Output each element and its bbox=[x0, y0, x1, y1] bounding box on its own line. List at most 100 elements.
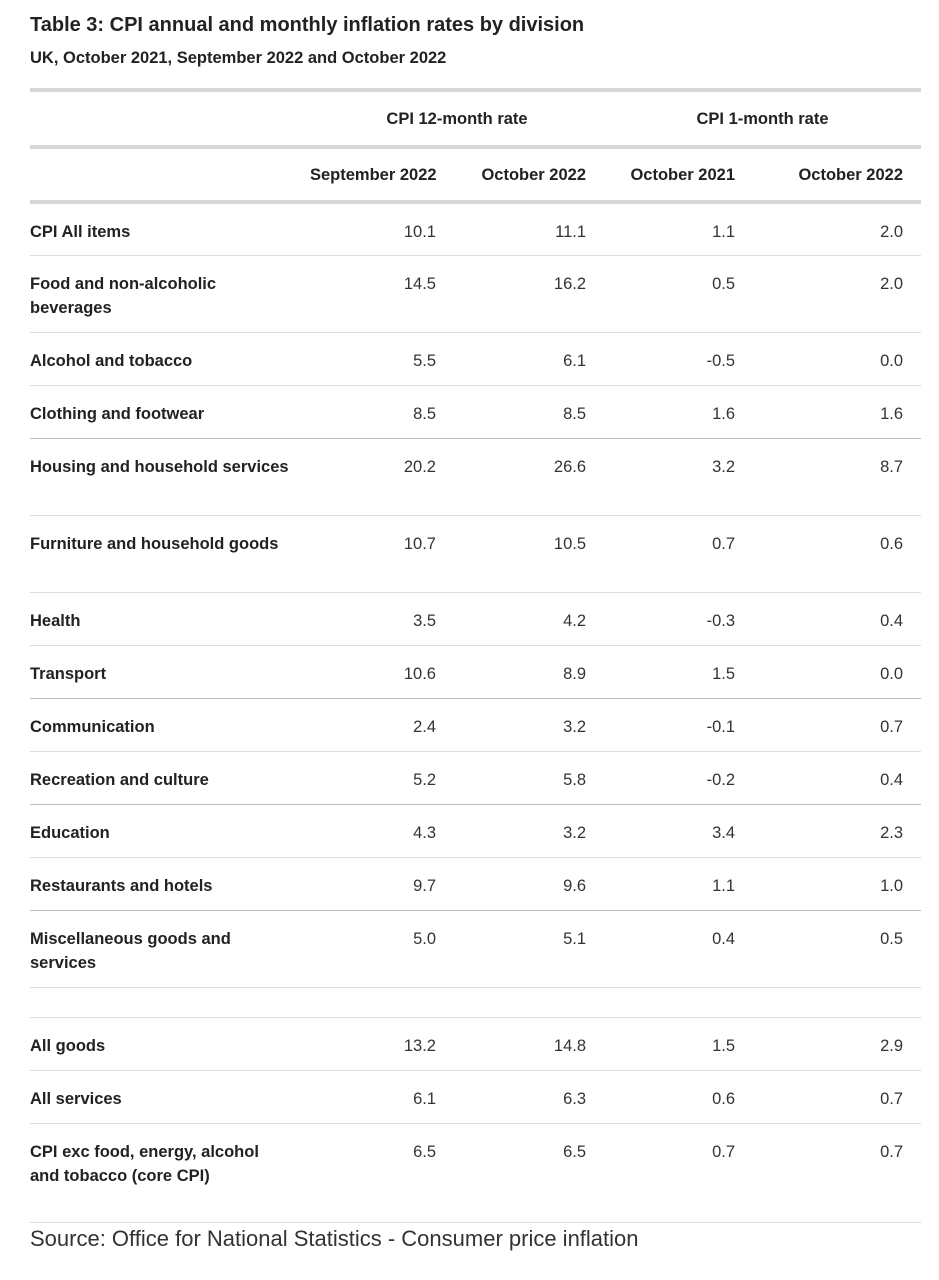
column-header: October 2022 bbox=[454, 145, 605, 204]
row-value: 10.1 bbox=[310, 202, 454, 256]
row-value: 9.6 bbox=[454, 857, 605, 911]
row-value: 16.2 bbox=[454, 255, 605, 333]
group-header-blank bbox=[30, 88, 310, 147]
cpi-table: CPI 12-month rate CPI 1-month rate Septe… bbox=[30, 88, 922, 1223]
table-row: CPI All items 10.1 11.1 1.1 2.0 bbox=[30, 202, 922, 256]
row-value: 11.1 bbox=[454, 202, 605, 256]
group-header-row: CPI 12-month rate CPI 1-month rate bbox=[30, 88, 922, 147]
group-header-annual: CPI 12-month rate bbox=[310, 88, 605, 147]
row-value: 0.7 bbox=[753, 1123, 922, 1223]
table-row: All services 6.1 6.3 0.6 0.7 bbox=[30, 1070, 922, 1124]
row-value: 0.7 bbox=[604, 1123, 754, 1223]
group-header-monthly: CPI 1-month rate bbox=[604, 88, 922, 147]
row-label: Restaurants and hotels bbox=[30, 857, 310, 911]
row-value: 1.5 bbox=[604, 645, 754, 699]
row-value: -0.1 bbox=[604, 698, 754, 752]
row-value: -0.5 bbox=[604, 332, 754, 386]
table-subtitle: UK, October 2021, September 2022 and Oct… bbox=[30, 49, 447, 67]
row-label: CPI exc food, energy, alcohol and tobacc… bbox=[30, 1123, 310, 1223]
row-value: 10.6 bbox=[310, 645, 454, 699]
column-header-blank bbox=[30, 145, 310, 204]
row-value: 0.7 bbox=[753, 1070, 922, 1124]
row-value: 5.8 bbox=[454, 751, 605, 805]
row-value: 3.2 bbox=[454, 804, 605, 858]
row-value: 5.2 bbox=[310, 751, 454, 805]
row-value: 14.8 bbox=[454, 1017, 605, 1071]
row-value: 1.6 bbox=[753, 385, 922, 439]
row-value: 0.7 bbox=[604, 515, 754, 593]
table-row: Transport 10.6 8.9 1.5 0.0 bbox=[30, 645, 922, 699]
row-value: 3.2 bbox=[604, 438, 754, 516]
spacer-row bbox=[30, 987, 922, 1018]
row-label: Clothing and footwear bbox=[30, 385, 310, 439]
row-label: Furniture and household goods bbox=[30, 515, 310, 593]
row-value: 8.9 bbox=[454, 645, 605, 699]
row-label: Food and non-alcoholic beverages bbox=[30, 255, 310, 333]
row-value: 8.5 bbox=[310, 385, 454, 439]
row-value: 10.5 bbox=[454, 515, 605, 593]
row-value: 3.2 bbox=[454, 698, 605, 752]
row-value: 4.2 bbox=[454, 592, 605, 646]
table-row: Restaurants and hotels 9.7 9.6 1.1 1.0 bbox=[30, 857, 922, 911]
row-label: All goods bbox=[30, 1017, 310, 1071]
row-value: 8.7 bbox=[753, 438, 922, 516]
row-label: Recreation and culture bbox=[30, 751, 310, 805]
row-value: 4.3 bbox=[310, 804, 454, 858]
table-row: Furniture and household goods 10.7 10.5 … bbox=[30, 515, 922, 593]
row-value: 5.1 bbox=[454, 910, 605, 988]
row-value: 0.5 bbox=[753, 910, 922, 988]
row-label: All services bbox=[30, 1070, 310, 1124]
row-label: Health bbox=[30, 592, 310, 646]
row-value: 6.1 bbox=[310, 1070, 454, 1124]
row-value: 6.3 bbox=[454, 1070, 605, 1124]
table-title: Table 3: CPI annual and monthly inflatio… bbox=[30, 14, 585, 36]
row-value: 2.4 bbox=[310, 698, 454, 752]
row-label: Miscellaneous goods and services bbox=[30, 910, 310, 988]
row-value: -0.3 bbox=[604, 592, 754, 646]
row-value: 2.0 bbox=[753, 255, 922, 333]
row-value: 0.4 bbox=[753, 751, 922, 805]
row-value: 13.2 bbox=[310, 1017, 454, 1071]
row-value: 0.0 bbox=[753, 332, 922, 386]
table-row: Clothing and footwear 8.5 8.5 1.6 1.6 bbox=[30, 385, 922, 439]
column-header-row: September 2022 October 2022 October 2021… bbox=[30, 145, 922, 204]
row-value: 0.4 bbox=[753, 592, 922, 646]
row-value: 14.5 bbox=[310, 255, 454, 333]
row-label: Transport bbox=[30, 645, 310, 699]
column-header: October 2021 bbox=[604, 145, 754, 204]
row-value: 1.1 bbox=[604, 202, 754, 256]
row-value: 0.5 bbox=[604, 255, 754, 333]
table-row: Miscellaneous goods and services 5.0 5.1… bbox=[30, 910, 922, 988]
row-value: 1.6 bbox=[604, 385, 754, 439]
row-value: 0.4 bbox=[604, 910, 754, 988]
row-value: 0.7 bbox=[753, 698, 922, 752]
source-note: Source: Office for National Statistics -… bbox=[30, 1226, 639, 1251]
table-row: Housing and household services 20.2 26.6… bbox=[30, 438, 922, 516]
row-value: 3.4 bbox=[604, 804, 754, 858]
table-row: Education 4.3 3.2 3.4 2.3 bbox=[30, 804, 922, 858]
column-header: October 2022 bbox=[753, 145, 922, 204]
row-value: 26.6 bbox=[454, 438, 605, 516]
table-row: Communication 2.4 3.2 -0.1 0.7 bbox=[30, 698, 922, 752]
table-row: Alcohol and tobacco 5.5 6.1 -0.5 0.0 bbox=[30, 332, 922, 386]
row-label: Education bbox=[30, 804, 310, 858]
row-value: 5.5 bbox=[310, 332, 454, 386]
column-header: September 2022 bbox=[310, 145, 454, 204]
row-value: 0.0 bbox=[753, 645, 922, 699]
row-value: 8.5 bbox=[454, 385, 605, 439]
row-value: 1.5 bbox=[604, 1017, 754, 1071]
row-value: 3.5 bbox=[310, 592, 454, 646]
row-value: 0.6 bbox=[753, 515, 922, 593]
row-value: 6.5 bbox=[454, 1123, 605, 1223]
row-value: 6.5 bbox=[310, 1123, 454, 1223]
row-value: 10.7 bbox=[310, 515, 454, 593]
row-label: Communication bbox=[30, 698, 310, 752]
row-value: 6.1 bbox=[454, 332, 605, 386]
table-row: All goods 13.2 14.8 1.5 2.9 bbox=[30, 1017, 922, 1071]
row-value: 2.0 bbox=[753, 202, 922, 256]
table-row: CPI exc food, energy, alcohol and tobacc… bbox=[30, 1123, 922, 1223]
row-value: 9.7 bbox=[310, 857, 454, 911]
row-label: Alcohol and tobacco bbox=[30, 332, 310, 386]
table-row: Health 3.5 4.2 -0.3 0.4 bbox=[30, 592, 922, 646]
row-value: -0.2 bbox=[604, 751, 754, 805]
